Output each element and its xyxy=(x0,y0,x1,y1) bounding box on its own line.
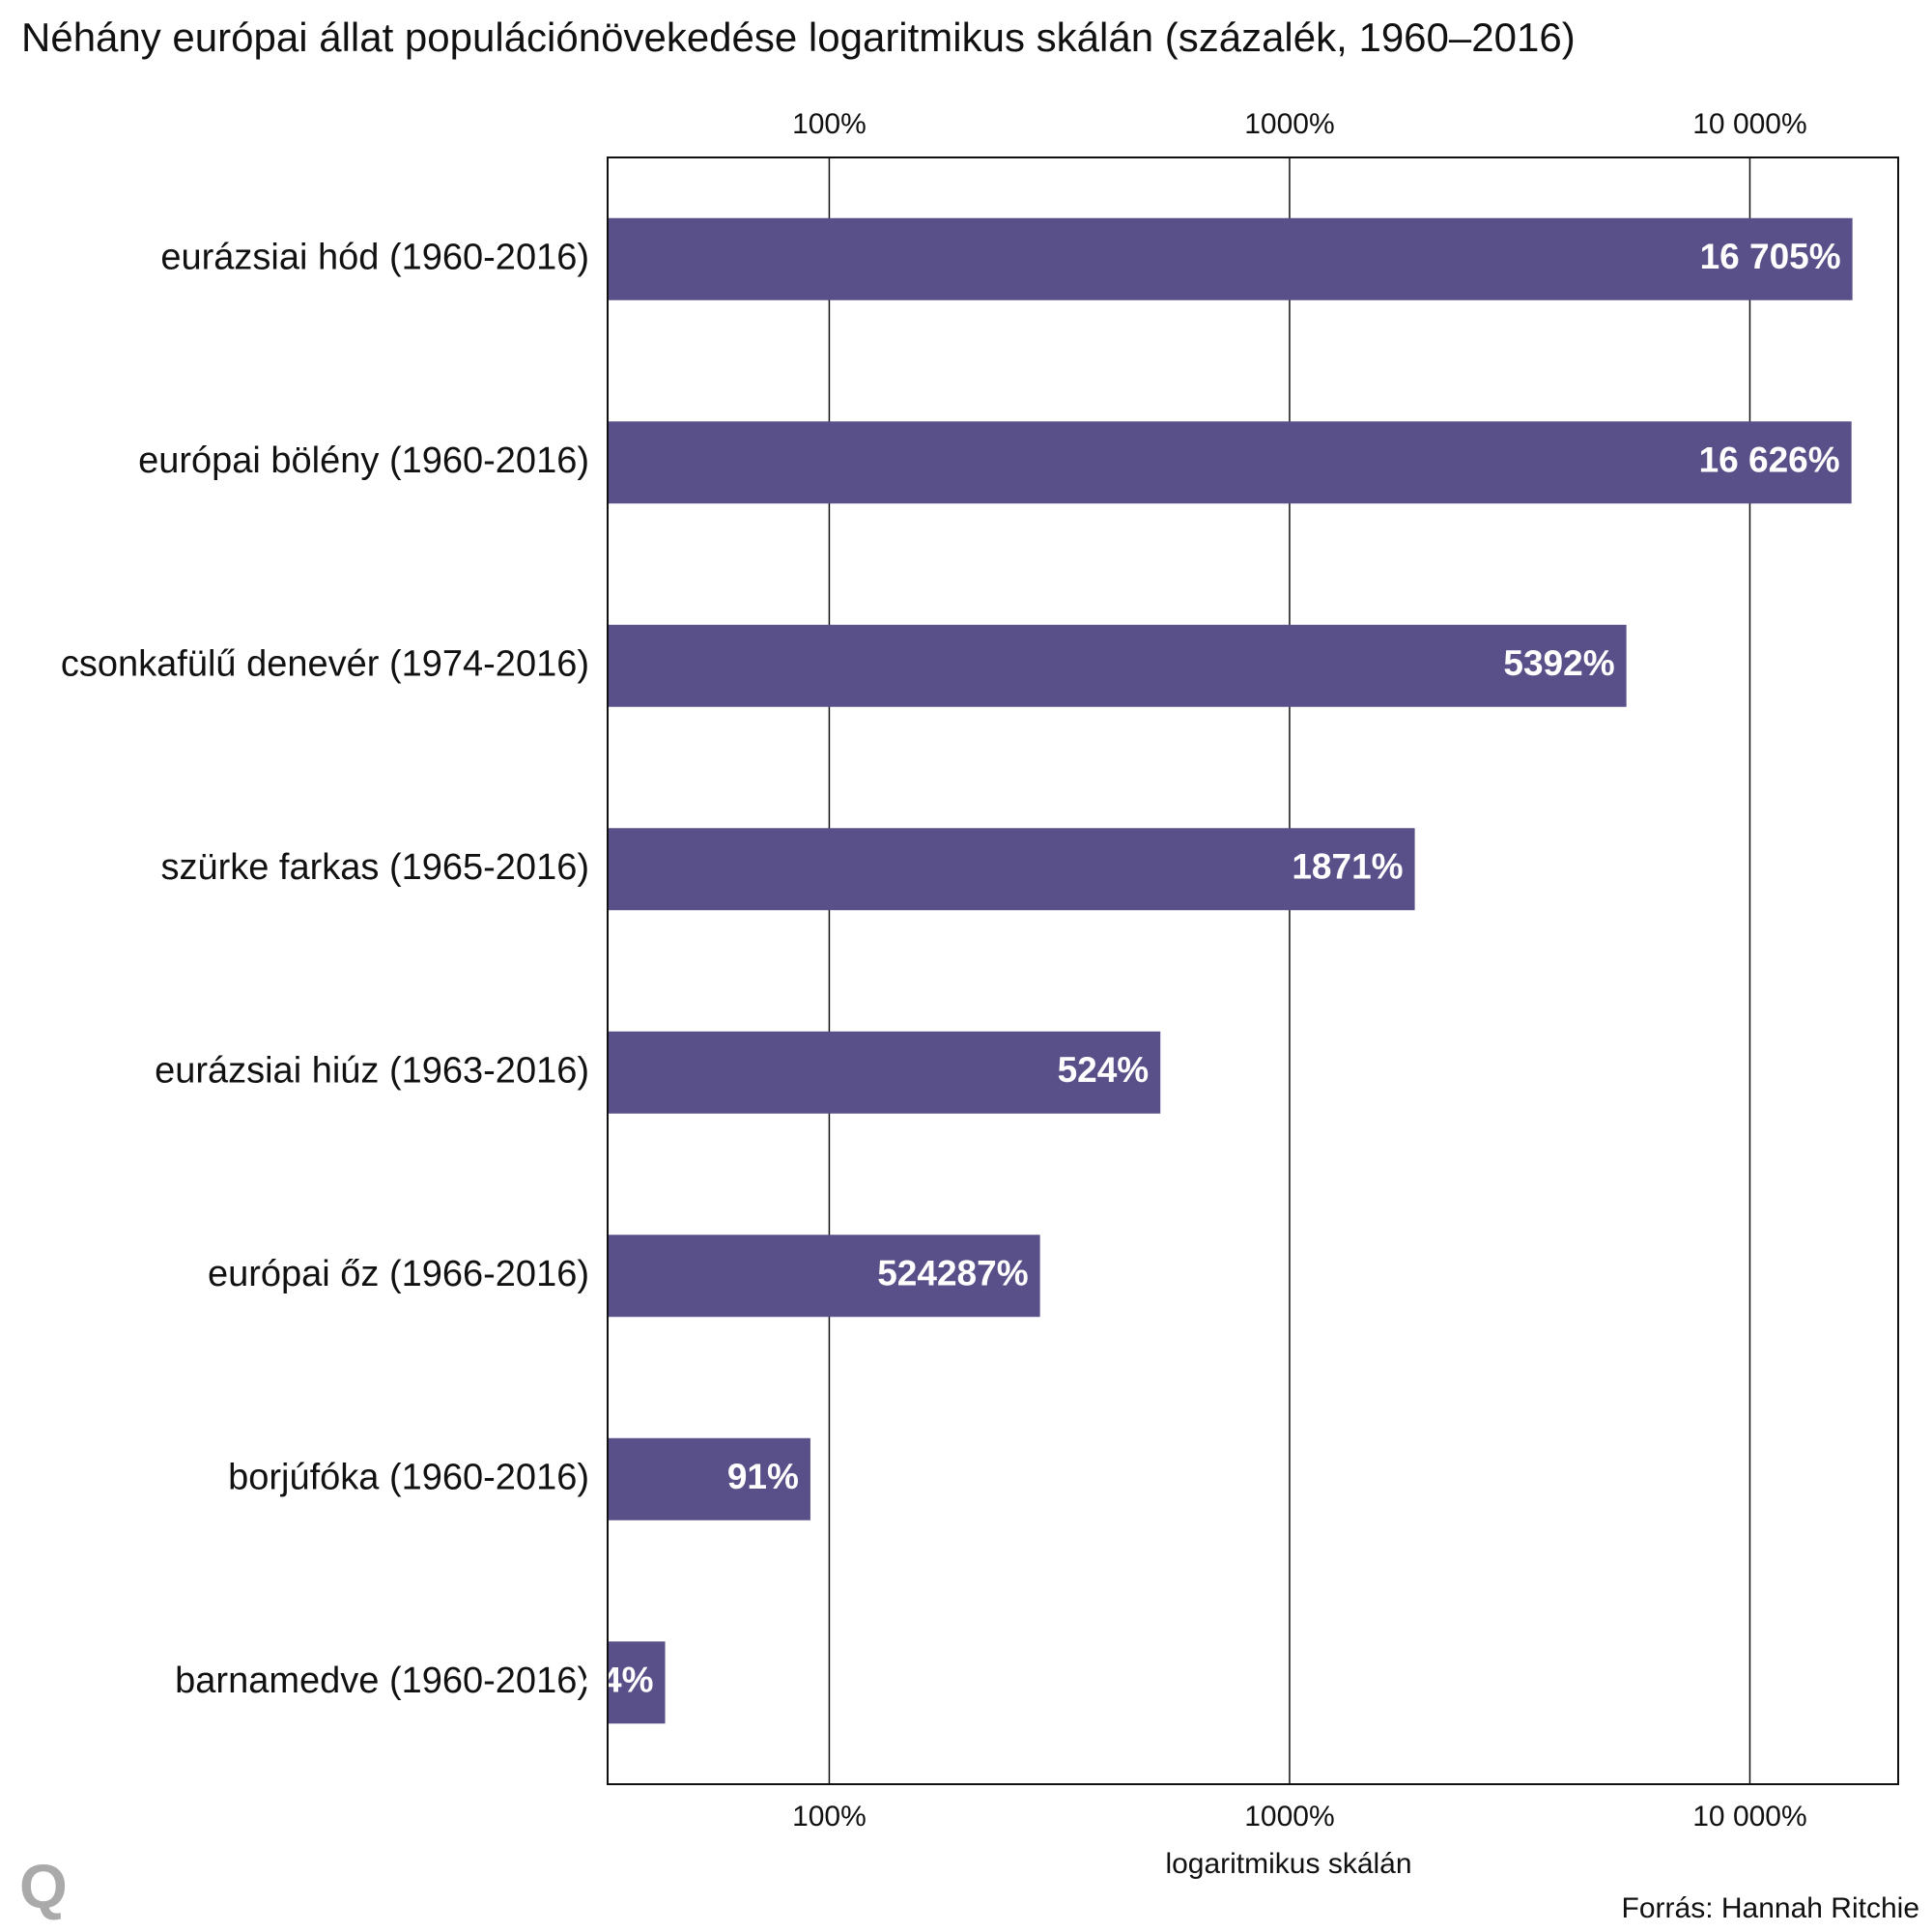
value-label: 91% xyxy=(727,1457,799,1496)
x-tick-label: 1000% xyxy=(1244,1801,1334,1833)
value-label: 16 705% xyxy=(1700,237,1841,276)
value-label: 524287% xyxy=(877,1254,1028,1293)
bar xyxy=(608,1235,1040,1318)
value-label: 44% xyxy=(582,1661,653,1700)
value-label: 524% xyxy=(1058,1050,1150,1090)
bar xyxy=(608,1641,666,1724)
x-tick-label: 10 000% xyxy=(1692,108,1806,140)
bar xyxy=(608,217,1853,300)
x-axis-label: logaritmikus skálán xyxy=(1165,1848,1411,1880)
source: Forrás: Hannah Ritchie xyxy=(1622,1892,1919,1924)
logo: Q xyxy=(19,1852,68,1921)
x-tick-label: 10 000% xyxy=(1692,1801,1806,1833)
bar xyxy=(608,421,1852,504)
y-tick-label: csonkafülű denevér (1974-2016) xyxy=(61,643,589,684)
y-tick-label: eurázsiai hiúz (1963-2016) xyxy=(155,1050,589,1091)
bar xyxy=(608,828,1415,911)
y-tick-label: borjúfóka (1960-2016) xyxy=(228,1457,589,1497)
bar xyxy=(608,1031,1161,1114)
y-tick-label: európai bölény (1960-2016) xyxy=(138,440,589,481)
x-tick-label: 100% xyxy=(792,1801,867,1833)
x-tick-label: 1000% xyxy=(1244,108,1334,140)
bar xyxy=(608,1437,810,1520)
bar xyxy=(608,624,1627,707)
chart-title: Néhány európai állat populációnövekedése… xyxy=(21,14,1576,60)
value-label: 16 626% xyxy=(1699,440,1840,480)
value-label: 1871% xyxy=(1292,847,1403,887)
value-label: 5392% xyxy=(1503,643,1614,683)
x-tick-label: 100% xyxy=(792,108,867,140)
y-tick-label: szürke farkas (1965-2016) xyxy=(160,847,589,888)
y-tick-label: barnamedve (1960-2016) xyxy=(175,1661,589,1701)
y-tick-label: európai őz (1966-2016) xyxy=(208,1254,589,1294)
plot-frame xyxy=(607,156,1899,1785)
y-tick-label: eurázsiai hód (1960-2016) xyxy=(160,237,589,277)
